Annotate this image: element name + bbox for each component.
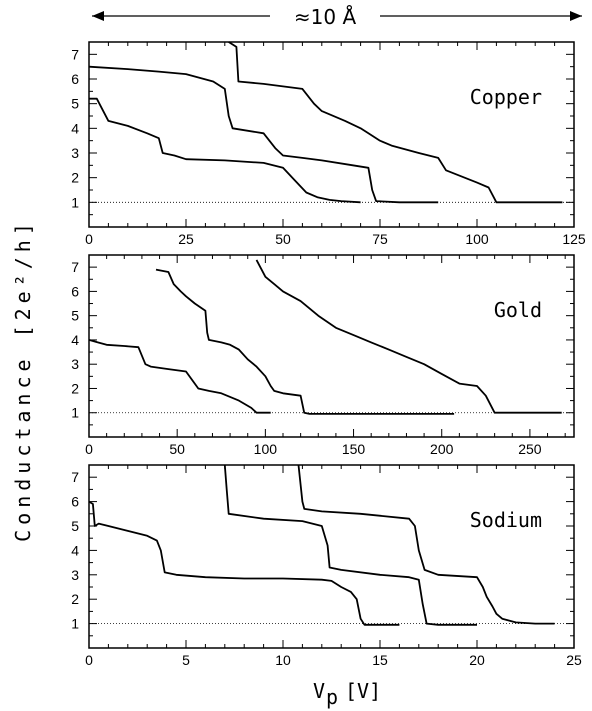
x-axis-label-unit: [V] (345, 679, 381, 703)
gold-trace-2 (155, 268, 455, 415)
x-axis-label-symbol: V (313, 679, 325, 703)
gold-panel: 0 50 100 150 200 250 1 2 3 4 5 6 7 Gold (71, 254, 575, 457)
gold-y-tick-label: 4 (71, 332, 79, 348)
copper-y-tick-label: 7 (71, 46, 79, 62)
copper-x-tick-label: 75 (372, 231, 388, 247)
copper-y-tick-label: 1 (71, 194, 79, 210)
sodium-panel: 0 5 10 15 20 25 1 2 3 4 5 6 7 Sodium (71, 464, 582, 668)
copper-trace-1 (89, 97, 361, 204)
scale-indicator: ≈10 Å (92, 5, 582, 29)
copper-x-tick-label: 100 (465, 231, 489, 247)
scale-arrowhead-left (92, 11, 104, 21)
copper-panel-label: Copper (470, 85, 542, 109)
sodium-panel-label: Sodium (470, 508, 542, 532)
gold-y-tick-label: 1 (71, 405, 79, 421)
sodium-y-tick-label: 1 (71, 616, 79, 632)
sodium-y-tick-label: 7 (71, 469, 79, 485)
gold-trace-3 (255, 259, 562, 414)
sodium-y-tick-label: 2 (71, 591, 79, 607)
gold-panel-label: Gold (494, 298, 542, 322)
sodium-y-tick-label: 4 (71, 542, 79, 558)
sodium-trace-2 (223, 464, 477, 626)
gold-y-tick-label: 3 (71, 356, 79, 372)
gold-y-tick-label: 2 (71, 380, 79, 396)
sodium-y-tick-label: 3 (71, 567, 79, 583)
sodium-y-tick-label: 6 (71, 494, 79, 510)
sodium-trace-1 (88, 500, 400, 626)
sodium-x-tick-label: 25 (566, 652, 582, 668)
gold-x-tick-label: 0 (85, 441, 93, 457)
copper-y-tick-label: 3 (71, 145, 79, 161)
copper-x-tick-label: 125 (562, 231, 586, 247)
gold-frame (88, 254, 575, 438)
copper-x-tick-label: 25 (178, 231, 194, 247)
sodium-x-tick-label: 0 (85, 652, 93, 668)
copper-trace-3 (228, 41, 563, 204)
copper-y-tick-label: 4 (71, 120, 79, 136)
sodium-x-tick-label: 5 (182, 652, 190, 668)
copper-panel: 0 25 50 75 100 125 1 2 3 4 5 6 7 Copper (71, 41, 586, 247)
copper-y-tick-label: 2 (71, 170, 79, 186)
gold-x-tick-label: 200 (430, 441, 454, 457)
copper-y-tick-label: 6 (71, 71, 79, 87)
copper-x-tick-label: 0 (85, 231, 93, 247)
copper-x-tick-label: 50 (275, 231, 291, 247)
scale-label: ≈10 Å (294, 5, 357, 29)
gold-trace-1 (88, 339, 271, 414)
scale-arrowhead-right (570, 11, 582, 21)
copper-frame (88, 41, 575, 228)
sodium-x-tick-label: 15 (372, 652, 388, 668)
copper-trace-2 (88, 65, 439, 204)
gold-y-tick-label: 6 (71, 283, 79, 299)
gold-x-tick-label: 50 (169, 441, 185, 457)
gold-y-tick-label: 5 (71, 308, 79, 324)
sodium-y-tick-label: 5 (71, 518, 79, 534)
x-axis-label-subscript: p (326, 685, 338, 709)
gold-y-tick-label: 7 (71, 259, 79, 275)
gold-x-tick-label: 250 (518, 441, 542, 457)
x-axis-label: V p [V] (313, 679, 381, 709)
sodium-x-tick-label: 10 (275, 652, 291, 668)
y-axis-label: Conductance [2e²/h] (11, 218, 35, 542)
gold-x-tick-label: 150 (342, 441, 366, 457)
copper-y-tick-label: 5 (71, 96, 79, 112)
gold-x-tick-label: 100 (254, 441, 278, 457)
sodium-x-tick-label: 20 (469, 652, 485, 668)
sodium-frame (88, 464, 575, 649)
sodium-trace-3 (297, 464, 555, 625)
